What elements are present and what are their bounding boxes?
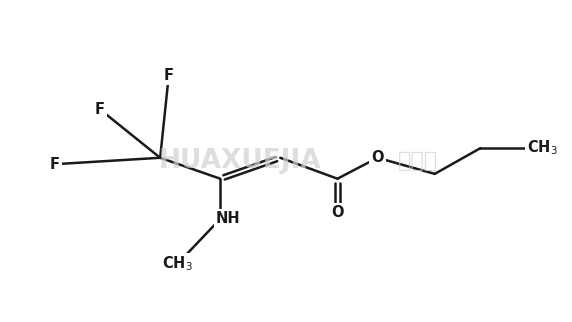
Text: O: O: [371, 150, 384, 165]
Text: CH$_3$: CH$_3$: [527, 139, 558, 157]
Text: 化学加: 化学加: [398, 151, 438, 171]
Text: F: F: [95, 102, 105, 117]
Text: O: O: [331, 205, 344, 220]
Text: HUAXUEJIA: HUAXUEJIA: [159, 148, 321, 174]
Text: F: F: [164, 68, 174, 83]
Text: F: F: [49, 157, 59, 172]
Text: NH: NH: [216, 212, 241, 226]
Text: CH$_3$: CH$_3$: [162, 255, 193, 273]
